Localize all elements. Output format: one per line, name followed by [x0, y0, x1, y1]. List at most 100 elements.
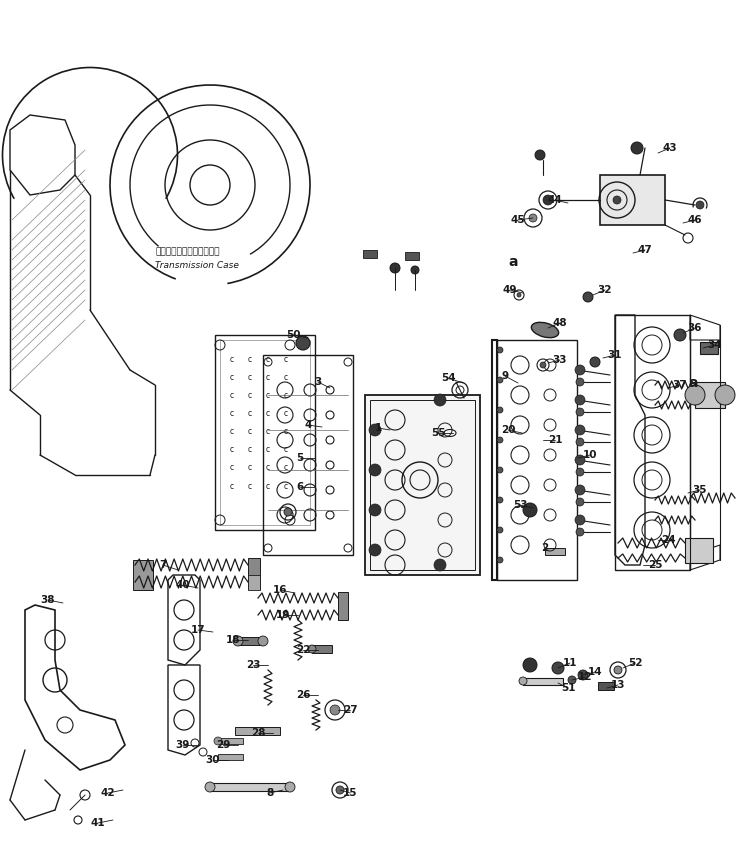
Text: トランスミッションケース: トランスミッションケース — [155, 248, 220, 256]
Circle shape — [575, 395, 585, 405]
Circle shape — [233, 636, 243, 646]
Circle shape — [497, 437, 503, 443]
Text: 55: 55 — [430, 428, 445, 438]
Bar — [235, 727, 280, 735]
Circle shape — [575, 425, 585, 435]
Text: 3: 3 — [314, 377, 322, 387]
Text: c: c — [284, 482, 288, 490]
Circle shape — [369, 464, 381, 476]
Bar — [248, 575, 260, 590]
Circle shape — [517, 293, 521, 297]
Text: 14: 14 — [588, 667, 602, 677]
Circle shape — [330, 705, 340, 715]
Circle shape — [578, 670, 588, 680]
Text: 50: 50 — [286, 330, 300, 340]
Text: 46: 46 — [688, 215, 702, 225]
Bar — [615, 315, 690, 570]
Text: 38: 38 — [40, 595, 56, 605]
Text: 19: 19 — [276, 610, 290, 620]
Text: c: c — [248, 410, 252, 419]
Circle shape — [576, 468, 584, 476]
Text: c: c — [266, 374, 270, 382]
Text: 16: 16 — [273, 585, 287, 595]
Text: 54: 54 — [441, 373, 455, 383]
Bar — [685, 538, 713, 563]
Circle shape — [576, 528, 584, 536]
Text: 51: 51 — [561, 683, 575, 693]
Circle shape — [434, 394, 446, 406]
Circle shape — [575, 365, 585, 375]
Text: 6: 6 — [296, 482, 304, 492]
Circle shape — [308, 645, 316, 653]
Circle shape — [575, 455, 585, 465]
Circle shape — [576, 438, 584, 446]
Text: 48: 48 — [553, 318, 567, 328]
Circle shape — [568, 676, 576, 684]
Bar — [220, 340, 310, 525]
Circle shape — [576, 408, 584, 416]
Circle shape — [214, 737, 222, 745]
Text: 49: 49 — [503, 285, 518, 295]
Text: c: c — [284, 356, 288, 364]
Text: 20: 20 — [501, 425, 515, 435]
Circle shape — [696, 201, 704, 209]
Bar — [545, 548, 565, 555]
Text: c: c — [284, 427, 288, 437]
Circle shape — [614, 666, 622, 674]
Bar — [523, 678, 563, 685]
Text: 11: 11 — [562, 658, 578, 668]
Circle shape — [576, 498, 584, 506]
Bar — [210, 783, 290, 791]
Text: 9: 9 — [502, 371, 509, 381]
Circle shape — [715, 385, 735, 405]
Text: 32: 32 — [598, 285, 612, 295]
Text: 30: 30 — [206, 755, 220, 765]
Circle shape — [540, 362, 546, 368]
Text: 53: 53 — [513, 500, 527, 510]
Bar — [338, 592, 348, 620]
Text: 45: 45 — [511, 215, 525, 225]
Text: 15: 15 — [343, 788, 357, 798]
Circle shape — [284, 508, 292, 516]
Text: c: c — [230, 356, 234, 364]
Circle shape — [523, 658, 537, 672]
Text: 41: 41 — [91, 818, 105, 828]
Circle shape — [552, 662, 564, 674]
Text: c: c — [230, 410, 234, 419]
Text: 1: 1 — [374, 423, 382, 433]
Circle shape — [631, 142, 643, 154]
Text: 7: 7 — [159, 560, 166, 570]
Text: 36: 36 — [688, 323, 702, 333]
Text: 43: 43 — [663, 143, 677, 153]
Circle shape — [613, 196, 621, 204]
Bar — [700, 342, 718, 354]
Circle shape — [258, 636, 268, 646]
Text: 5: 5 — [296, 453, 304, 463]
Text: c: c — [266, 427, 270, 437]
Text: 35: 35 — [693, 485, 707, 495]
Circle shape — [543, 195, 553, 205]
Text: 40: 40 — [176, 580, 190, 590]
Text: 28: 28 — [251, 728, 266, 738]
Text: 18: 18 — [226, 635, 240, 645]
Circle shape — [535, 150, 545, 160]
Text: c: c — [284, 392, 288, 400]
Circle shape — [369, 504, 381, 516]
Circle shape — [685, 385, 705, 405]
Bar — [370, 400, 475, 570]
Circle shape — [583, 292, 593, 302]
Text: c: c — [266, 392, 270, 400]
Text: 29: 29 — [216, 740, 230, 750]
Bar — [238, 637, 263, 645]
Circle shape — [497, 527, 503, 533]
Circle shape — [285, 782, 295, 792]
Text: c: c — [248, 392, 252, 400]
Text: 34: 34 — [708, 340, 722, 350]
Text: 31: 31 — [608, 350, 622, 360]
Text: 22: 22 — [296, 645, 310, 655]
Bar — [133, 560, 153, 590]
Text: 17: 17 — [190, 625, 206, 635]
Circle shape — [523, 503, 537, 517]
Bar — [215, 335, 315, 530]
Text: 23: 23 — [246, 660, 260, 670]
